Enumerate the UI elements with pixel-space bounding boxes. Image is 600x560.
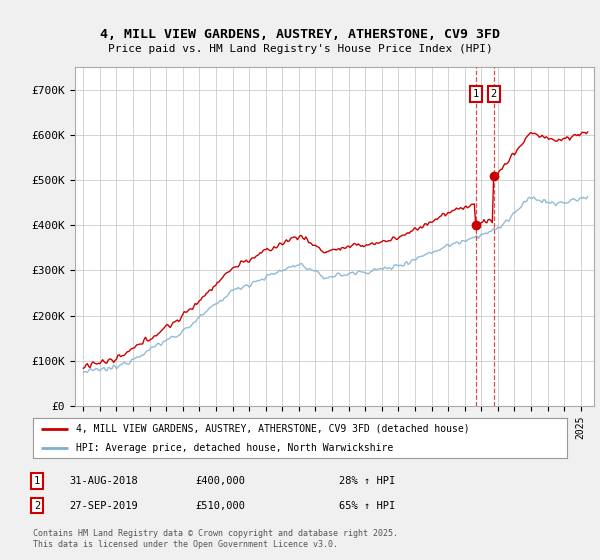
Text: 27-SEP-2019: 27-SEP-2019 xyxy=(69,501,138,511)
Text: £510,000: £510,000 xyxy=(195,501,245,511)
Text: 4, MILL VIEW GARDENS, AUSTREY, ATHERSTONE, CV9 3FD (detached house): 4, MILL VIEW GARDENS, AUSTREY, ATHERSTON… xyxy=(76,424,469,433)
Text: 65% ↑ HPI: 65% ↑ HPI xyxy=(339,501,395,511)
Text: 1: 1 xyxy=(473,89,479,99)
Text: 2: 2 xyxy=(491,89,497,99)
Text: £400,000: £400,000 xyxy=(195,476,245,486)
Text: 1: 1 xyxy=(34,476,40,486)
Text: Contains HM Land Registry data © Crown copyright and database right 2025.
This d: Contains HM Land Registry data © Crown c… xyxy=(33,529,398,549)
Text: Price paid vs. HM Land Registry's House Price Index (HPI): Price paid vs. HM Land Registry's House … xyxy=(107,44,493,54)
Text: HPI: Average price, detached house, North Warwickshire: HPI: Average price, detached house, Nort… xyxy=(76,443,393,453)
Text: 4, MILL VIEW GARDENS, AUSTREY, ATHERSTONE, CV9 3FD: 4, MILL VIEW GARDENS, AUSTREY, ATHERSTON… xyxy=(100,28,500,41)
Text: 2: 2 xyxy=(34,501,40,511)
Text: 28% ↑ HPI: 28% ↑ HPI xyxy=(339,476,395,486)
Text: 31-AUG-2018: 31-AUG-2018 xyxy=(69,476,138,486)
